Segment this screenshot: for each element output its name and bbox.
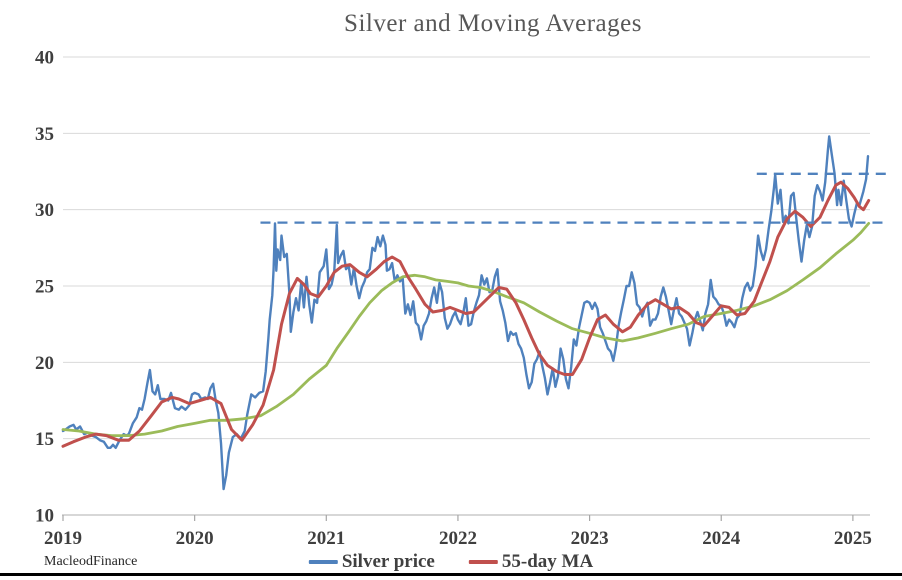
y-tick-label: 25 — [35, 277, 54, 298]
legend: Silver price 55-day MA — [308, 551, 594, 573]
legend-item-55-day-ma: 55-day MA — [468, 551, 594, 573]
gridlines — [63, 56, 870, 440]
y-tick-label: 20 — [35, 353, 54, 374]
y-tick-label: 35 — [35, 124, 54, 145]
ma-line-swatch — [468, 560, 498, 564]
legend-item-silver-price: Silver price — [308, 551, 435, 573]
x-tick-label: 2021 — [307, 528, 345, 549]
chart-title: Silver and Moving Averages — [344, 10, 642, 37]
watermark: MacleodFinance — [44, 554, 138, 569]
x-tick-label: 2020 — [176, 528, 214, 549]
legend-label: 55-day MA — [501, 551, 594, 572]
legend-label: Silver price — [341, 551, 435, 572]
y-tick-label: 40 — [35, 48, 54, 69]
y-tick-label: 30 — [35, 200, 54, 221]
silver-price-line-swatch — [308, 560, 338, 564]
x-tick-label: 2024 — [702, 528, 741, 549]
series-silver-price — [61, 135, 870, 491]
y-tick-label: 15 — [35, 429, 54, 450]
x-tick-label: 2022 — [439, 528, 477, 549]
dashed-resistance-lines — [260, 172, 889, 224]
x-tick-label: 2019 — [44, 528, 82, 549]
y-tick-label: 10 — [35, 506, 54, 527]
bottom-border-line — [0, 573, 902, 576]
x-axis — [62, 514, 870, 521]
x-tick-label: 2025 — [834, 528, 872, 549]
series-55-day-ma — [61, 180, 871, 448]
series-long-term-ma-unlabeled- — [61, 221, 871, 438]
x-tick-label: 2023 — [571, 528, 609, 549]
